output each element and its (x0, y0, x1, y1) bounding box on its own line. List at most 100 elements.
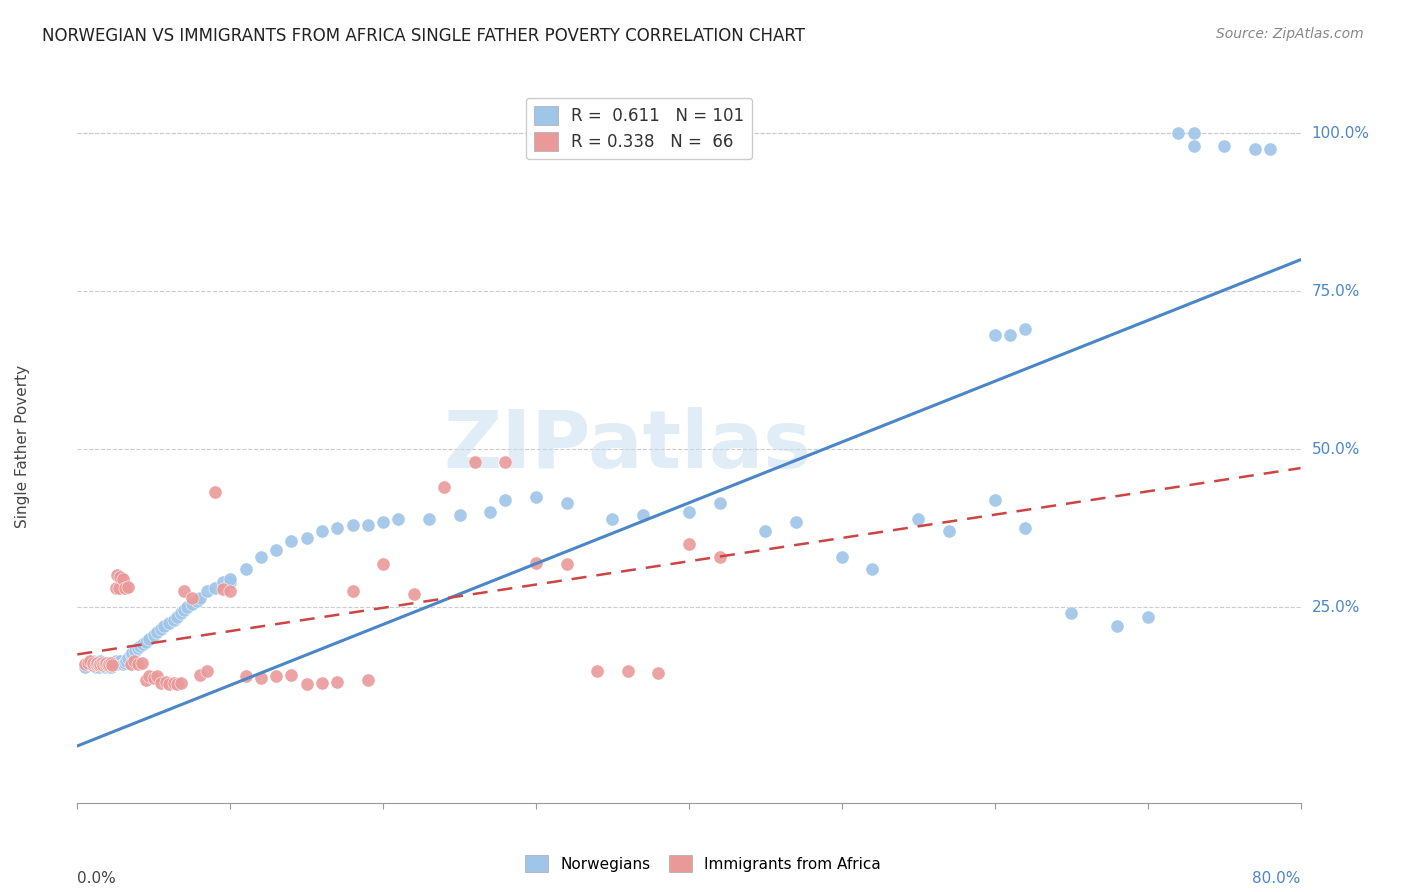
Point (100, 657, 122, 671)
Point (907, 511, 929, 525)
Point (1243, 142, 1265, 156)
Point (998, 328, 1021, 343)
Point (104, 654, 127, 668)
Point (150, 622, 173, 636)
Point (204, 581, 226, 595)
Legend: Norwegians, Immigrants from Africa: Norwegians, Immigrants from Africa (517, 847, 889, 880)
Point (181, 597, 204, 611)
Point (104, 656, 127, 670)
Point (124, 644, 146, 658)
Point (219, 574, 242, 589)
Point (89, 657, 111, 671)
Legend: R =  0.611   N = 101, R = 0.338   N =  66: R = 0.611 N = 101, R = 0.338 N = 66 (526, 97, 752, 160)
Point (101, 658, 124, 673)
Point (1014, 521, 1036, 535)
Point (112, 572, 135, 586)
Point (1182, 127, 1205, 141)
Point (105, 657, 128, 671)
Point (87, 660, 110, 674)
Point (97, 656, 120, 670)
Point (678, 537, 700, 551)
Point (1014, 322, 1036, 336)
Text: Source: ZipAtlas.com: Source: ZipAtlas.com (1216, 27, 1364, 41)
Point (1060, 607, 1083, 621)
Point (984, 492, 1007, 507)
Point (129, 639, 152, 653)
Point (1182, 139, 1205, 153)
Point (264, 669, 287, 683)
Point (163, 613, 186, 627)
Point (479, 505, 502, 519)
Point (135, 634, 157, 648)
Point (464, 455, 486, 469)
Point (77, 657, 100, 671)
Point (82, 656, 104, 670)
Point (86, 656, 108, 670)
Point (87, 658, 110, 673)
Point (153, 619, 176, 633)
Point (155, 674, 177, 689)
Point (211, 574, 233, 589)
Point (250, 671, 273, 685)
Point (295, 677, 318, 691)
Point (449, 508, 471, 523)
Point (98, 660, 121, 674)
Point (647, 666, 669, 681)
Point (280, 668, 302, 682)
Point (82, 657, 104, 671)
Point (104, 581, 127, 595)
Point (103, 657, 125, 671)
Point (127, 641, 149, 656)
Text: 100.0%: 100.0% (1312, 126, 1369, 141)
Point (186, 593, 208, 607)
Point (586, 665, 609, 679)
Point (84, 660, 107, 674)
Point (311, 675, 333, 690)
Point (98, 657, 121, 671)
Point (117, 580, 139, 594)
Point (89, 657, 111, 671)
Point (984, 328, 1007, 343)
Point (280, 533, 302, 548)
Point (84, 657, 107, 671)
Point (114, 581, 136, 595)
Point (219, 583, 242, 598)
Point (495, 455, 517, 469)
Point (678, 505, 700, 519)
Point (235, 562, 257, 576)
Point (357, 673, 380, 687)
Point (91, 657, 114, 671)
Point (219, 572, 242, 586)
Point (235, 669, 257, 683)
Point (94, 660, 117, 674)
Point (146, 625, 169, 640)
Point (112, 657, 135, 671)
Point (142, 628, 165, 642)
Point (188, 668, 211, 682)
Point (108, 654, 131, 668)
Point (831, 549, 853, 564)
Point (157, 677, 180, 691)
Point (195, 665, 218, 679)
Point (173, 584, 195, 599)
Point (862, 562, 884, 576)
Point (524, 556, 547, 570)
Point (142, 671, 165, 685)
Point (90, 658, 112, 673)
Point (79, 654, 101, 668)
Point (96, 656, 118, 670)
Point (82, 654, 104, 668)
Point (326, 674, 349, 689)
Point (326, 521, 349, 535)
Point (170, 675, 193, 690)
Text: ZIPatlas: ZIPatlas (444, 407, 811, 485)
Point (114, 656, 136, 670)
Point (754, 524, 776, 539)
Point (131, 656, 153, 670)
Point (105, 568, 128, 582)
Point (709, 549, 731, 564)
Point (108, 570, 131, 584)
Point (938, 524, 960, 539)
Point (120, 657, 142, 671)
Point (89, 654, 111, 668)
